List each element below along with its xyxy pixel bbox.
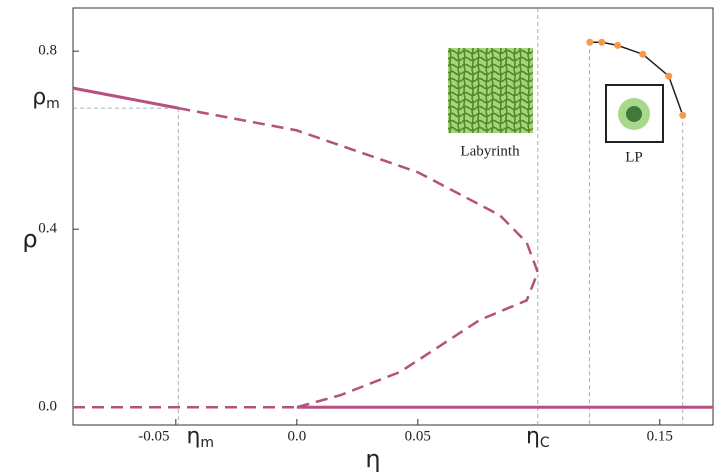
- lp-core: [626, 106, 642, 122]
- annotation: Labyrinth: [460, 143, 520, 159]
- series-point: [665, 72, 673, 80]
- series-point: [598, 38, 606, 46]
- series-point: [586, 38, 594, 46]
- plot-frame: [72, 7, 714, 426]
- series-line: [72, 86, 179, 110]
- series-point: [679, 111, 687, 119]
- y-tick-label: 0.8: [38, 43, 57, 59]
- x-marker-label: ηm: [186, 424, 214, 451]
- x-tick-label: 0.05: [405, 428, 431, 444]
- x-tick-label: 0.0: [287, 428, 306, 444]
- labyrinth-image: [448, 48, 533, 133]
- x-tick-label: 0.15: [647, 428, 673, 444]
- y-marker-label: ρm: [32, 85, 60, 112]
- y-axis-label: ρ: [22, 225, 37, 253]
- x-axis-label: η: [365, 445, 380, 473]
- x-marker-label-sub: C: [540, 435, 550, 451]
- y-marker-label-base: ρ: [32, 85, 46, 110]
- x-marker-label: ηC: [526, 424, 550, 451]
- x-marker-label-sub: m: [200, 435, 214, 451]
- series-point: [614, 41, 622, 49]
- y-tick-label: 0.0: [38, 399, 57, 415]
- x-marker-label-base: η: [186, 424, 200, 449]
- y-marker-label-sub: m: [46, 96, 60, 112]
- annotation: LP: [625, 149, 643, 165]
- x-tick-label: -0.05: [138, 428, 169, 444]
- x-marker-label-base: η: [526, 424, 540, 449]
- series-point: [639, 50, 647, 58]
- series-line: [178, 106, 540, 409]
- y-tick-label: 0.4: [38, 221, 57, 237]
